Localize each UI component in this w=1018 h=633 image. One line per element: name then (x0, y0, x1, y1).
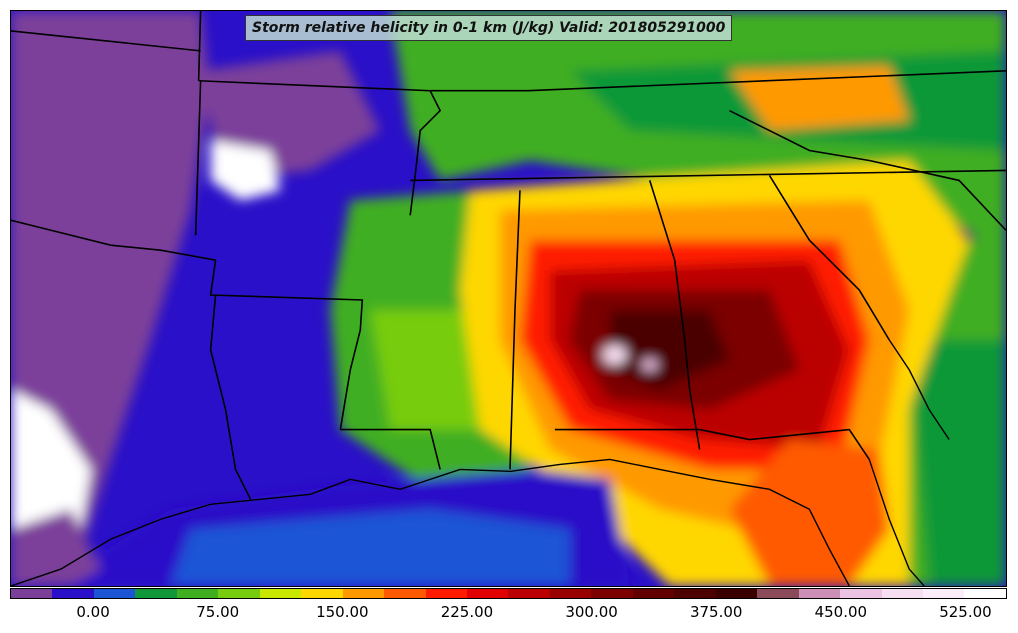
colorbar-segment (93, 589, 136, 598)
colorbar-segment (342, 589, 385, 598)
colorbar-segment (176, 589, 219, 598)
map-panel (10, 10, 1007, 587)
helicity-map (11, 11, 1006, 586)
colorbar-segment (218, 589, 260, 598)
colorbar-segment (591, 589, 633, 598)
colorbar-segment (466, 589, 509, 598)
colorbar-tick-label: 525.00 (939, 603, 992, 621)
colorbar-segment (425, 589, 467, 598)
colorbar-segment (964, 589, 1006, 598)
colorbar-segment (757, 589, 799, 598)
colorbar-segment (715, 589, 758, 598)
colorbar-labels: 0.00 75.00 150.00 225.00 300.00 375.00 450.00 5… (10, 603, 1007, 625)
colorbar-tick-label: 375.00 (689, 603, 743, 621)
state-boundaries (11, 11, 1006, 500)
colorbar-segment (674, 589, 716, 598)
colorbar-segment (798, 589, 841, 598)
colorbar-tick-label: 225.00 (440, 603, 494, 621)
colorbar-tick-label: 450.00 (814, 603, 868, 621)
colorbar-segment (549, 589, 592, 598)
helicity-field (11, 11, 1006, 586)
colorbar-segment (135, 589, 177, 598)
colorbar-segment (840, 589, 882, 598)
colorbar-segment (259, 589, 302, 598)
gulf-coastline (11, 339, 950, 586)
colorbar-segment (301, 589, 343, 598)
colorbar-tick-label: 300.00 (565, 603, 618, 621)
colorbar-segment (11, 589, 53, 598)
colorbar-segment (508, 589, 550, 598)
colorbar-segment (632, 589, 675, 598)
colorbar-tick-label: 75.00 (196, 603, 240, 621)
colorbar-tick-label: 150.00 (316, 603, 369, 621)
colorbar-segment (881, 589, 923, 598)
map-title: Storm relative helicity in 0-1 km (J/kg)… (245, 15, 733, 41)
colorbar-segment (922, 589, 965, 598)
colorbar-tick-label: 0.00 (76, 603, 110, 621)
colorbar (10, 588, 1007, 599)
colorbar-segment (52, 589, 94, 598)
colorbar-segment (384, 589, 426, 598)
